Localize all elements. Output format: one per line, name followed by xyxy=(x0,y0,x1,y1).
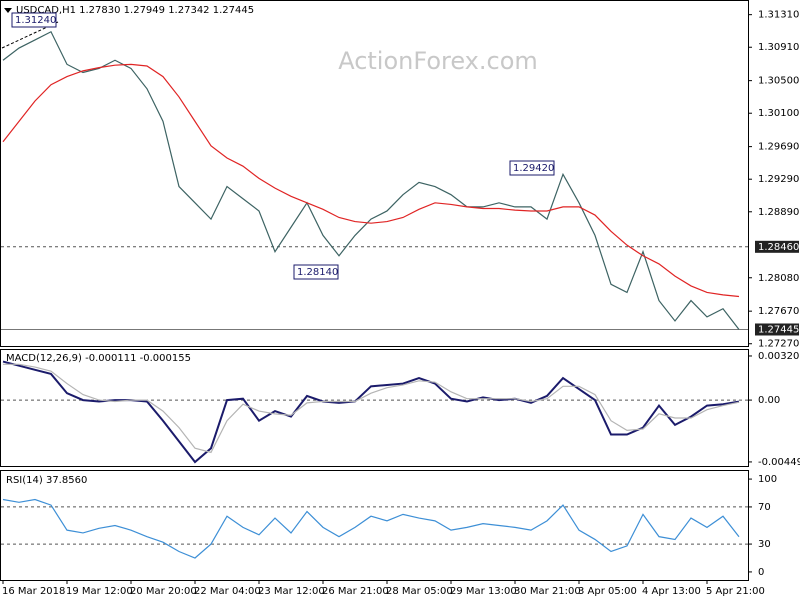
y-tick-label: 1.30500 xyxy=(758,76,799,87)
x-tick-label: 29 Mar 13:00 xyxy=(450,586,517,597)
annotation: 1.29420 xyxy=(513,163,554,174)
macd-frame xyxy=(0,349,749,467)
annotation-box xyxy=(11,12,57,28)
x-tick-label: 22 Mar 04:00 xyxy=(194,586,261,597)
level-label-box xyxy=(755,323,799,336)
rsi-title: RSI(14) 37.8560 xyxy=(6,475,87,486)
y-tick-label: -0.004494 xyxy=(758,457,800,468)
y-tick-label: 0.00 xyxy=(758,395,780,406)
y-tick-label: 70 xyxy=(758,502,771,513)
y-tick-label: 1.29690 xyxy=(758,142,799,153)
x-tick-label: 3 Apr 05:00 xyxy=(578,586,637,597)
y-tick-label: 1.31310 xyxy=(758,10,799,21)
price-frame xyxy=(0,0,749,347)
y-tick-label: 1.27270 xyxy=(758,339,799,350)
level-label: 1.28460 xyxy=(758,242,799,253)
x-tick-label: 28 Mar 05:00 xyxy=(386,586,453,597)
series-line xyxy=(2,30,740,330)
annotation-box xyxy=(293,264,339,280)
y-tick-label: 30 xyxy=(758,539,771,550)
watermark: ActionForex.com xyxy=(338,47,538,75)
y-tick-label: 1.28080 xyxy=(758,273,799,284)
x-tick-label: 20 Mar 20:00 xyxy=(130,586,197,597)
x-tick-label: 5 Apr 21:00 xyxy=(706,586,765,597)
annotation-box xyxy=(509,160,555,176)
series-line xyxy=(2,498,740,559)
x-tick-label: 30 Mar 21:00 xyxy=(514,586,581,597)
level-label: 1.27445 xyxy=(758,324,799,335)
y-tick-label: 1.30910 xyxy=(758,42,799,53)
rsi-frame xyxy=(0,470,749,581)
macd-title: MACD(12,26,9) -0.000111 -0.000155 xyxy=(6,353,191,364)
y-tick-label: 0 xyxy=(758,567,764,578)
collapse-icon xyxy=(4,8,12,13)
y-tick-label: 1.28890 xyxy=(758,207,799,218)
x-tick-label: 26 Mar 21:00 xyxy=(322,586,389,597)
x-tick-label: 19 Mar 12:00 xyxy=(66,586,133,597)
y-tick-label: 100 xyxy=(758,474,777,485)
price-title: USDCAD,H1 1.27830 1.27949 1.27342 1.2744… xyxy=(16,5,254,16)
annotation: 1.31240 xyxy=(15,15,56,26)
y-tick-label: 1.29290 xyxy=(758,174,799,185)
y-tick-label: 1.30100 xyxy=(758,108,799,119)
x-tick-label: 23 Mar 12:00 xyxy=(258,586,325,597)
series-line xyxy=(3,363,740,454)
y-tick-label: 1.27670 xyxy=(758,306,799,317)
level-label-box xyxy=(755,240,799,253)
annotation: 1.28140 xyxy=(297,267,338,278)
y-tick-label: 0.003206 xyxy=(758,351,800,362)
series-line xyxy=(2,63,740,298)
x-tick-label: 4 Apr 13:00 xyxy=(642,586,701,597)
x-tick-label: 16 Mar 2018 xyxy=(2,586,65,597)
